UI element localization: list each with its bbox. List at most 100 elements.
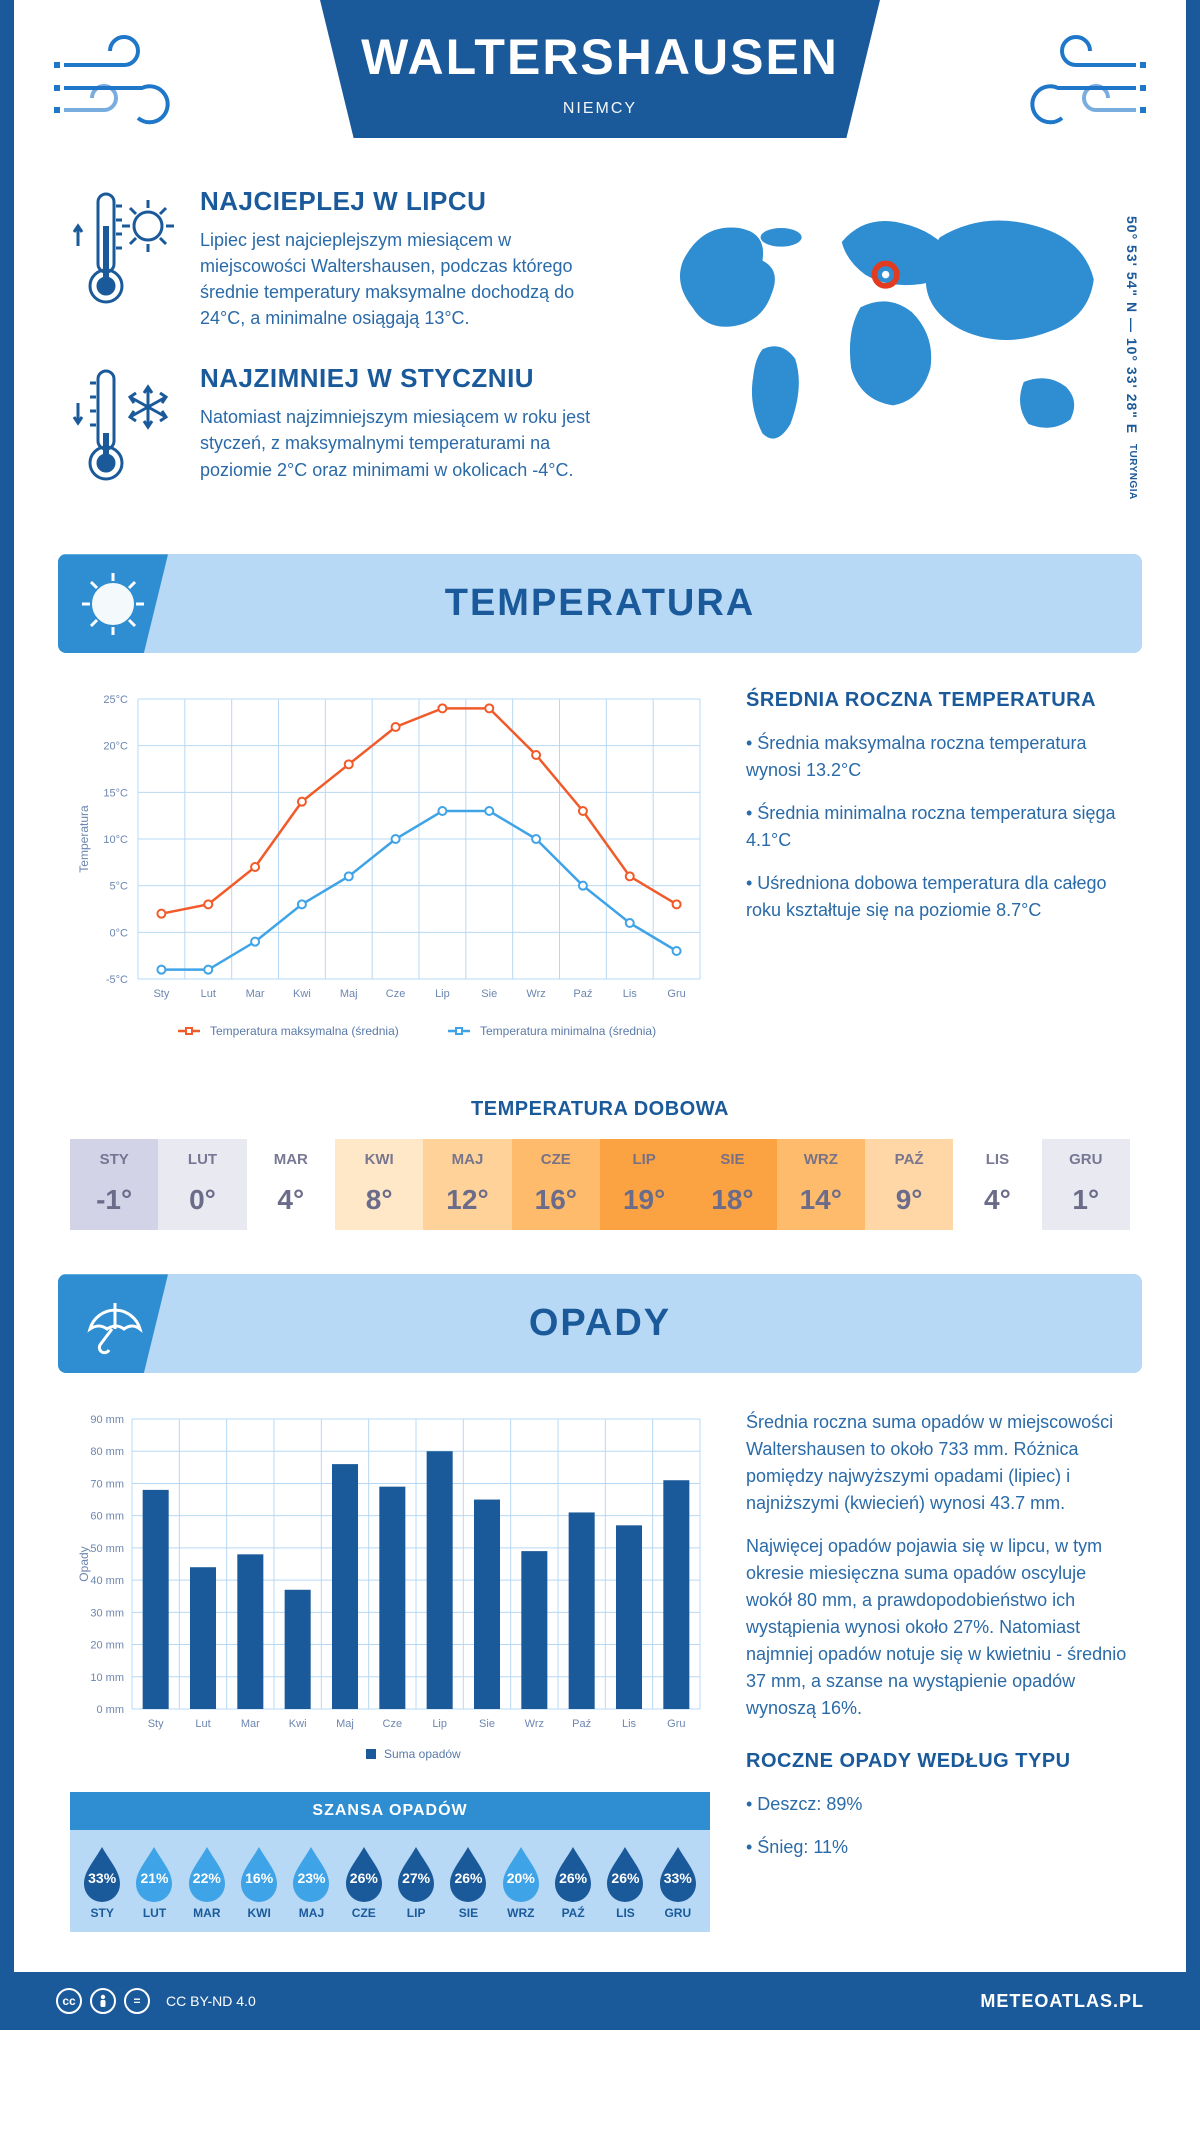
svg-text:Opady: Opady [77,1547,91,1582]
svg-text:Temperatura: Temperatura [77,805,91,873]
chance-drop-cell: 22% MAR [181,1844,233,1920]
nd-icon: = [124,1988,150,2014]
world-map [638,186,1130,466]
svg-text:Gru: Gru [667,988,685,1000]
svg-text:20 mm: 20 mm [90,1640,124,1652]
daily-temp-cell: LIP19° [600,1139,688,1230]
svg-text:20°C: 20°C [103,741,128,753]
temp-summary-bullet: • Średnia minimalna roczna temperatura s… [746,800,1130,854]
precip-paragraph: Średnia roczna suma opadów w miejscowośc… [746,1409,1130,1517]
svg-text:90 mm: 90 mm [90,1414,124,1426]
thermometer-sun-icon [70,186,180,331]
umbrella-icon [58,1274,168,1373]
wind-icon [54,30,184,140]
svg-text:Paź: Paź [573,988,592,1000]
page: WALTERSHAUSEN NIEMCY [0,0,1200,2030]
precipitation-section-banner: OPADY [58,1274,1142,1373]
precipitation-chance-box: SZANSA OPADÓW 33% STY 21% LUT 22% MAR 16… [70,1792,710,1932]
chance-drop-cell: 33% GRU [652,1844,704,1920]
sun-icon [58,554,168,653]
svg-text:Sie: Sie [479,1718,495,1730]
chance-title: SZANSA OPADÓW [70,1792,710,1830]
daily-temp-cell: SIE18° [688,1139,776,1230]
daily-temp-cell: KWI8° [335,1139,423,1230]
svg-text:Sty: Sty [153,988,169,1000]
svg-text:Wrz: Wrz [526,988,545,1000]
cc-icon: cc [56,1988,82,2014]
warmest-title: NAJCIEPLEJ W LIPCU [200,186,602,217]
warmest-fact: NAJCIEPLEJ W LIPCU Lipiec jest najcieple… [70,186,602,331]
svg-text:80 mm: 80 mm [90,1447,124,1459]
svg-text:40 mm: 40 mm [90,1575,124,1587]
svg-text:Sty: Sty [148,1718,164,1730]
svg-text:5°C: 5°C [110,881,129,893]
license-text: CC BY-ND 4.0 [166,1993,256,2009]
svg-text:Lut: Lut [201,988,216,1000]
svg-text:Maj: Maj [340,988,358,1000]
svg-text:Lis: Lis [623,988,638,1000]
coordinates: 50° 53' 54" N — 10° 33' 28" E TURYNGIA [1124,216,1140,500]
coldest-body: Natomiast najzimniejszym miesiącem w rok… [200,404,602,482]
chance-drop-cell: 20% WRZ [495,1844,547,1920]
svg-text:Temperatura minimalna (średnia: Temperatura minimalna (średnia) [480,1024,656,1038]
svg-text:Kwi: Kwi [289,1718,307,1730]
svg-text:25°C: 25°C [103,694,128,706]
temp-summary-bullet: • Uśredniona dobowa temperatura dla całe… [746,870,1130,924]
temp-summary-title: ŚREDNIA ROCZNA TEMPERATURA [746,689,1130,712]
daily-temp-row: STY-1°LUT0°MAR4°KWI8°MAJ12°CZE16°LIP19°S… [70,1139,1130,1230]
chance-drop-cell: 21% LUT [128,1844,180,1920]
svg-text:Mar: Mar [246,988,265,1000]
svg-text:0°C: 0°C [110,928,129,940]
temperature-section-banner: TEMPERATURA [58,554,1142,653]
temperature-line-chart: -5°C0°C5°C10°C15°C20°C25°CTemperaturaSty… [70,689,710,1049]
daily-temp-cell: CZE16° [512,1139,600,1230]
chance-drop-cell: 23% MAJ [285,1844,337,1920]
svg-text:-5°C: -5°C [106,974,128,986]
chance-drop-cell: 26% PAŹ [547,1844,599,1920]
svg-text:10 mm: 10 mm [90,1672,124,1684]
intro-section: NAJCIEPLEJ W LIPCU Lipiec jest najcieple… [14,138,1186,554]
city-title: WALTERSHAUSEN [340,28,860,86]
precip-type-title: ROCZNE OPADY WEDŁUG TYPU [746,1750,1130,1773]
daily-temp-cell: MAJ12° [423,1139,511,1230]
title-banner: WALTERSHAUSEN NIEMCY [320,0,880,138]
svg-text:Lip: Lip [435,988,450,1000]
daily-temp-cell: MAR4° [247,1139,335,1230]
precip-type-bullet: • Śnieg: 11% [746,1834,1130,1861]
svg-text:Suma opadów: Suma opadów [384,1747,461,1761]
precipitation-bar-chart: 0 mm10 mm20 mm30 mm40 mm50 mm60 mm70 mm8… [70,1409,710,1769]
temperature-chart-row: -5°C0°C5°C10°C15°C20°C25°CTemperaturaSty… [14,653,1186,1064]
svg-text:Lis: Lis [622,1718,637,1730]
svg-text:Cze: Cze [386,988,406,1000]
daily-temp-cell: STY-1° [70,1139,158,1230]
wind-icon [1016,30,1146,140]
svg-text:Cze: Cze [383,1718,403,1730]
coldest-fact: NAJZIMNIEJ W STYCZNIU Natomiast najzimni… [70,363,602,498]
svg-text:0 mm: 0 mm [97,1704,125,1716]
thermometer-snowflake-icon [70,363,180,498]
precipitation-chart-row: 0 mm10 mm20 mm30 mm40 mm50 mm60 mm70 mm8… [14,1373,1186,1942]
svg-text:Sie: Sie [481,988,497,1000]
chance-drop-cell: 33% STY [76,1844,128,1920]
daily-temp-cell: LIS4° [953,1139,1041,1230]
chance-drop-cell: 16% KWI [233,1844,285,1920]
country-subtitle: NIEMCY [340,100,860,118]
chance-drop-cell: 26% SIE [442,1844,494,1920]
svg-text:Lip: Lip [432,1718,447,1730]
header: WALTERSHAUSEN NIEMCY [14,0,1186,138]
temp-summary-bullet: • Średnia maksymalna roczna temperatura … [746,730,1130,784]
daily-temp-cell: GRU1° [1042,1139,1130,1230]
svg-text:70 mm: 70 mm [90,1479,124,1491]
svg-text:15°C: 15°C [103,788,128,800]
chance-drop-cell: 26% LIS [599,1844,651,1920]
daily-temp-cell: PAŹ9° [865,1139,953,1230]
svg-text:Wrz: Wrz [525,1718,544,1730]
svg-text:Gru: Gru [667,1718,685,1730]
svg-text:Maj: Maj [336,1718,354,1730]
coldest-title: NAJZIMNIEJ W STYCZNIU [200,363,602,394]
chance-drop-cell: 27% LIP [390,1844,442,1920]
svg-text:Mar: Mar [241,1718,260,1730]
svg-text:50 mm: 50 mm [90,1543,124,1555]
svg-text:Lut: Lut [195,1718,210,1730]
svg-text:60 mm: 60 mm [90,1511,124,1523]
